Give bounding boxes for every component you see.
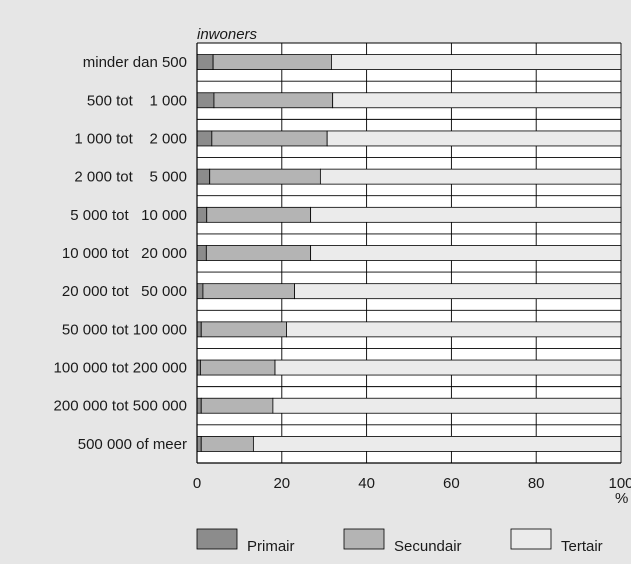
legend: Primair Secundair Tertair (196, 528, 603, 555)
category-label: 200 000 tot 500 000 (54, 398, 187, 415)
bar-segment-secundair (211, 130, 328, 147)
bar-segment-tertair (274, 359, 622, 376)
category-label: 50 000 tot 100 000 (62, 321, 187, 338)
bar-segment-secundair (209, 168, 321, 185)
bar-segment-tertair (294, 283, 622, 300)
x-unit-label: % (615, 490, 628, 507)
category-label: 500 000 of meer (78, 436, 187, 453)
bar-segment-secundair (202, 283, 295, 300)
x-tick-label: 60 (443, 475, 460, 492)
x-tick-label: 20 (273, 475, 290, 492)
bar-segment-primair (196, 92, 215, 109)
category-label: 5 000 tot 10 000 (70, 207, 187, 224)
bar-segment-secundair (212, 54, 332, 70)
grid-lines (196, 42, 622, 464)
bar-segment-tertair (319, 168, 622, 185)
bar-segment-primair (196, 206, 208, 223)
bar-segment-tertair (310, 245, 622, 261)
bars (196, 54, 622, 452)
legend-swatch-tertair (510, 528, 552, 550)
bar-segment-tertair (286, 321, 622, 338)
bar-segment-primair (196, 321, 202, 338)
bar-segment-primair (196, 436, 202, 452)
bar-segment-primair (196, 283, 204, 300)
bar-segment-secundair (200, 436, 254, 452)
axis-title: inwoners (197, 26, 258, 43)
bar-segment-tertair (310, 206, 622, 223)
x-tick-label: 0 (193, 475, 201, 492)
category-label: 10 000 tot 20 000 (62, 245, 187, 262)
bar-segment-primair (196, 130, 213, 147)
legend-label-secundair: Secundair (394, 538, 462, 555)
category-labels: minder dan 500 500 tot 1 000 1 000 tot 2 0… (54, 54, 187, 453)
legend-label-primair: Primair (247, 538, 295, 555)
bar-segment-primair (196, 245, 207, 261)
bar-segment-tertair (272, 397, 622, 414)
x-tick-labels: 0 20 40 60 80 100 (193, 475, 631, 492)
legend-swatch-secundair (343, 528, 385, 550)
bar-segment-primair (196, 54, 214, 70)
category-label: 100 000 tot 200 000 (54, 360, 187, 377)
bar-segment-secundair (199, 359, 276, 376)
bar-segment-secundair (200, 397, 274, 414)
legend-swatch-primair (196, 528, 238, 550)
category-label: minder dan 500 (83, 54, 187, 71)
bar-segment-primair (196, 168, 211, 185)
bar-segment-secundair (213, 92, 334, 109)
category-label: 20 000 tot 50 000 (62, 283, 187, 300)
category-label: 1 000 tot 2 000 (74, 130, 187, 147)
category-label: 500 tot 1 000 (87, 92, 187, 109)
x-tick-label: 100 (608, 475, 631, 492)
x-tick-label: 40 (358, 475, 375, 492)
bar-segment-tertair (326, 130, 622, 147)
bar-segment-tertair (331, 54, 622, 70)
category-label: 2 000 tot 5 000 (74, 169, 187, 186)
bar-segment-tertair (332, 92, 622, 109)
bar-segment-secundair (200, 321, 287, 338)
bar-segment-tertair (252, 436, 622, 452)
bar-segment-secundair (206, 206, 312, 223)
bar-segment-secundair (205, 245, 312, 261)
legend-label-tertair: Tertair (561, 538, 603, 555)
x-tick-label: 80 (528, 475, 545, 492)
bar-segment-primair (196, 397, 202, 414)
